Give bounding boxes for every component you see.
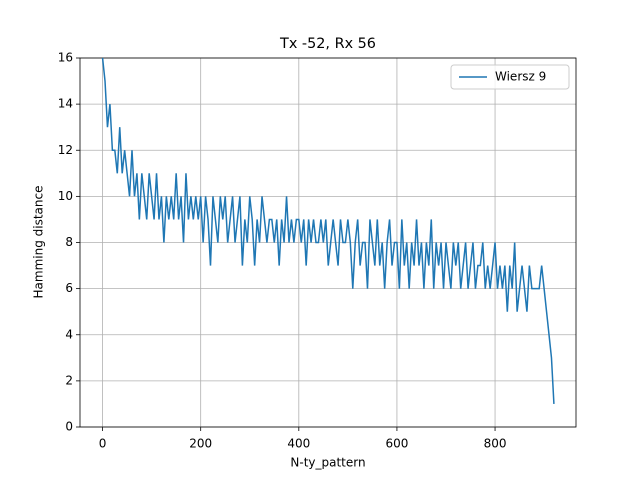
y-tick-label: 0: [65, 420, 73, 434]
x-tick-label: 200: [189, 437, 212, 451]
plot-frame: [79, 57, 577, 428]
y-tick-label: 12: [58, 143, 73, 157]
x-tick-label: 600: [385, 437, 408, 451]
x-axis-label: N-ty_pattern: [290, 456, 365, 470]
y-tick-label: 2: [65, 373, 73, 387]
x-tick-label: 400: [287, 437, 310, 451]
x-tick-label: 800: [484, 437, 507, 451]
legend-box: [450, 64, 570, 90]
y-tick-label: 6: [65, 281, 73, 295]
y-tick-label: 4: [65, 327, 73, 341]
y-tick-label: 8: [65, 235, 73, 249]
y-tick-label: 16: [58, 51, 73, 65]
y-tick-label: 10: [58, 189, 73, 203]
legend-label: Wiersz 9: [495, 70, 546, 84]
x-tick-label: 0: [99, 437, 107, 451]
y-axis-label: Hamming distance: [32, 186, 46, 299]
chart-title: Tx -52, Rx 56: [279, 36, 376, 52]
y-tick-label: 14: [58, 97, 73, 111]
data-line: [101, 57, 555, 404]
